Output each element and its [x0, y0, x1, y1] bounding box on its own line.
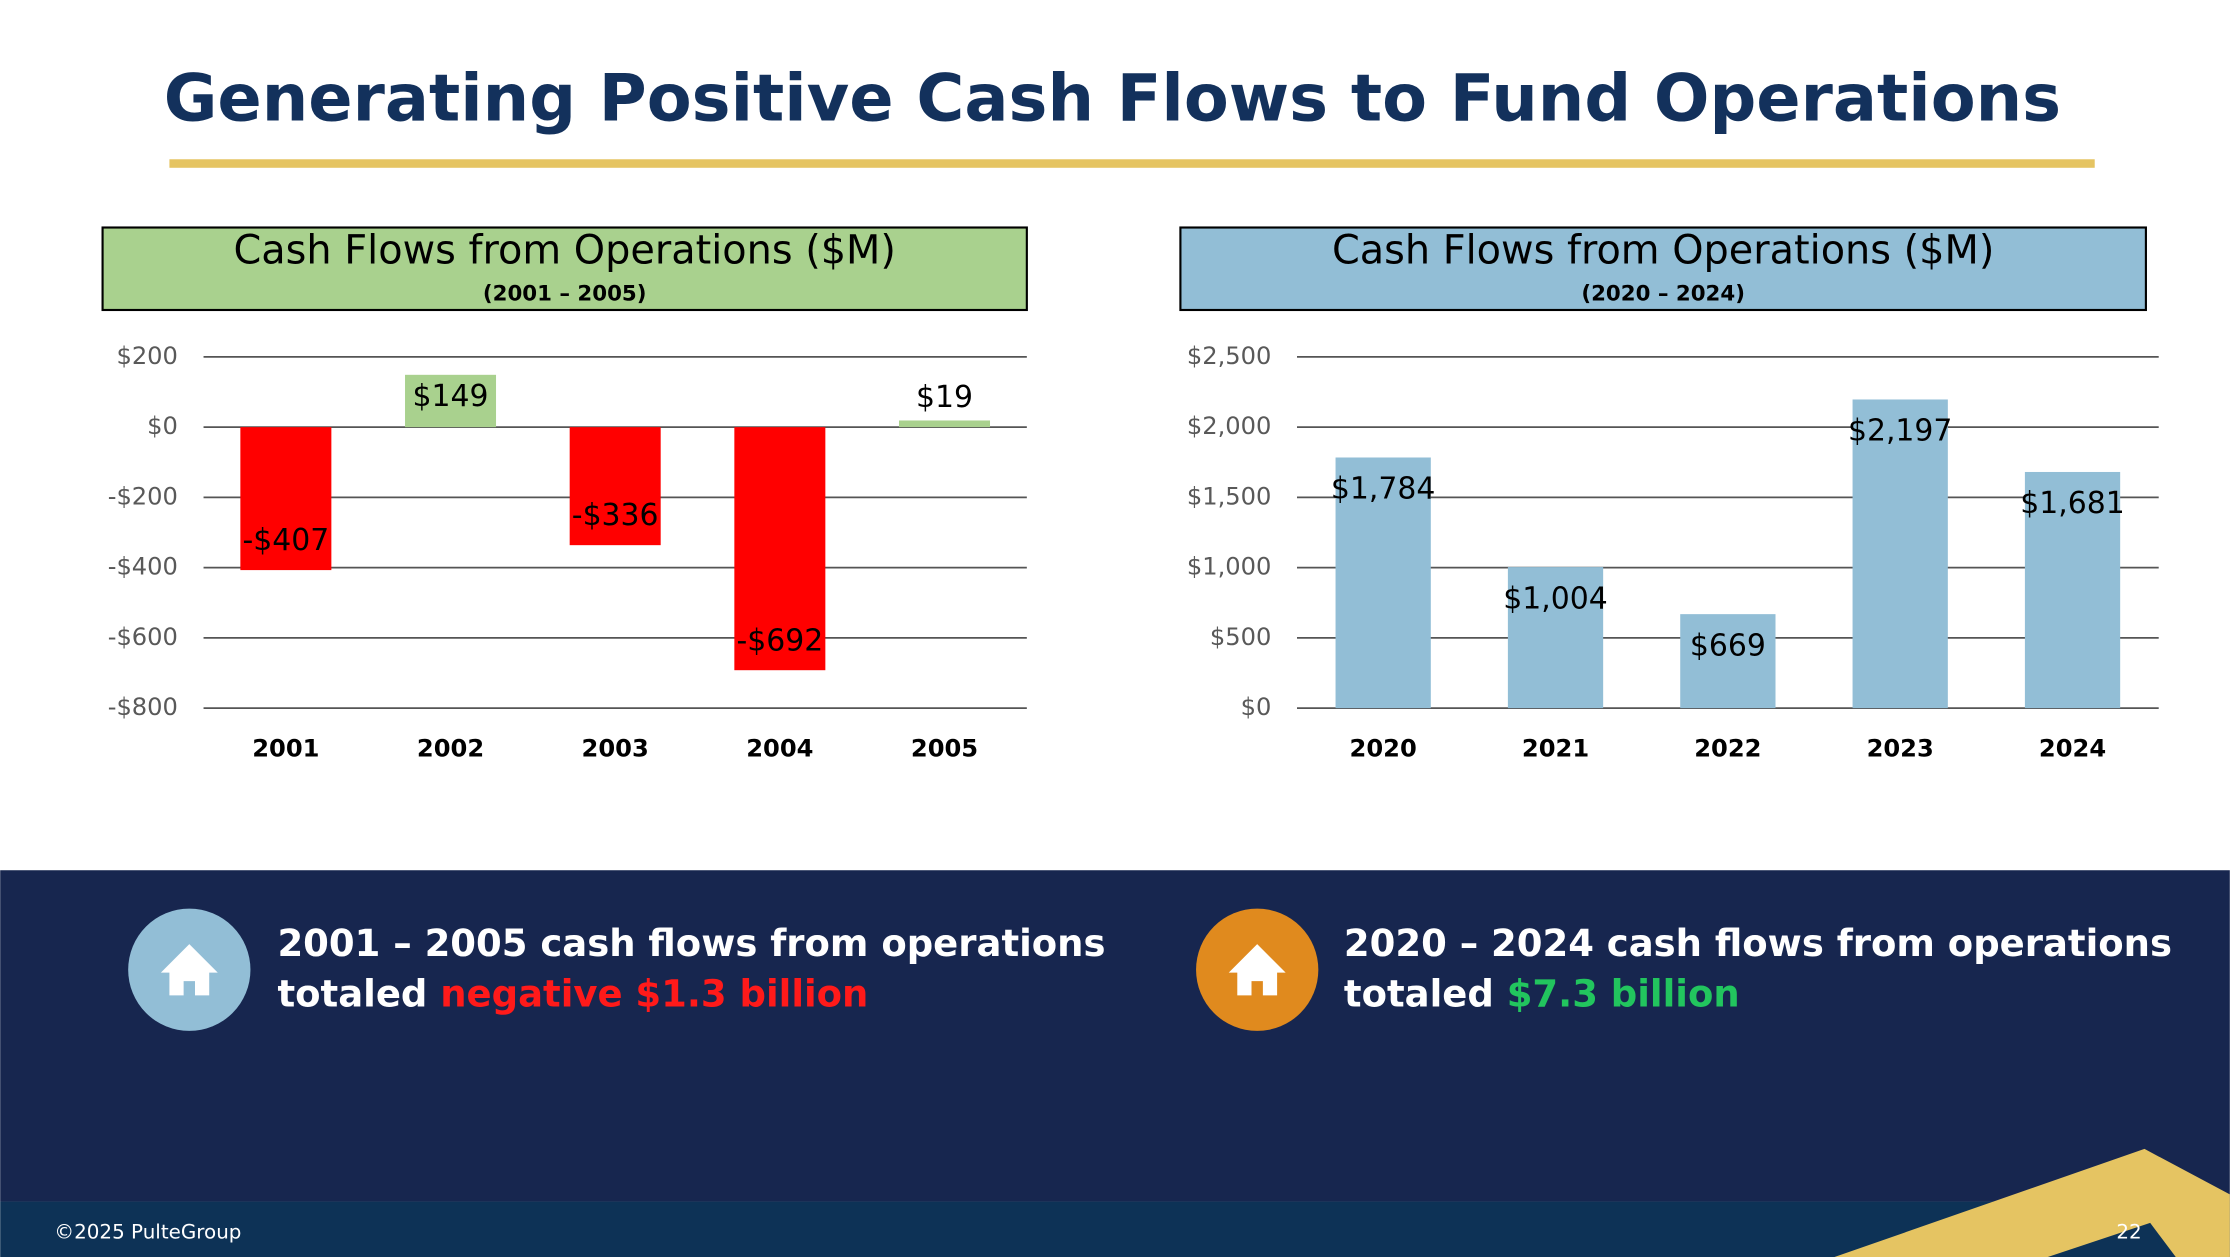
data-label: $149 — [413, 379, 489, 414]
y-tick-label: $500 — [1210, 623, 1271, 651]
chart-subtitle: (2001 – 2005) — [483, 281, 647, 306]
footer-bar — [0, 1201, 2230, 1257]
callout-text: totaled negative $1.3 billion — [277, 972, 868, 1015]
bar — [1507, 567, 1604, 709]
callout-highlight: $7.3 billion — [1507, 972, 1740, 1015]
data-label: -$336 — [572, 498, 659, 533]
y-tick-label: $200 — [116, 342, 177, 370]
y-tick-label: -$800 — [108, 693, 178, 721]
copyright: ©2025 PulteGroup — [54, 1220, 241, 1243]
chart-subtitle: (2020 – 2024) — [1581, 281, 1745, 306]
callout-text: 2020 – 2024 cash flows from operations — [1344, 922, 2172, 965]
x-tick-label: 2001 — [252, 734, 319, 762]
chart-header — [101, 226, 1028, 312]
data-label: $1,784 — [1331, 472, 1435, 507]
callout-text: totaled $7.3 billion — [1344, 972, 1740, 1015]
y-tick-label: $1,500 — [1187, 482, 1272, 510]
x-tick-label: 2023 — [1867, 734, 1934, 762]
bar — [1680, 614, 1776, 709]
y-tick-label: -$400 — [108, 553, 178, 581]
data-label: $1,004 — [1503, 581, 1607, 616]
house-icon — [1228, 944, 1286, 996]
data-label: -$692 — [736, 623, 823, 658]
y-tick-label: $1,000 — [1187, 553, 1272, 581]
bar — [1335, 457, 1431, 709]
chart-title: Cash Flows from Operations ($M) — [233, 228, 895, 274]
callout-text: totaled — [277, 972, 427, 1015]
house-icon — [160, 944, 218, 996]
data-label: $1,681 — [2020, 486, 2124, 521]
callout-text: 2001 – 2005 cash flows from operations — [277, 922, 1105, 965]
y-tick-label: -$200 — [108, 482, 178, 510]
title-rule — [169, 159, 2095, 168]
data-label: -$407 — [242, 523, 329, 558]
slide-title: Generating Positive Cash Flows to Fund O… — [164, 60, 2061, 136]
x-tick-label: 2002 — [417, 734, 484, 762]
data-label: $19 — [916, 380, 973, 415]
x-tick-label: 2024 — [2039, 734, 2106, 762]
x-tick-label: 2003 — [582, 734, 649, 762]
bar — [1852, 399, 1948, 709]
x-tick-label: 2022 — [1694, 734, 1761, 762]
callout-highlight: negative $1.3 billion — [440, 972, 868, 1015]
bar — [734, 427, 826, 671]
bar — [569, 427, 661, 546]
callout-text: totaled — [1344, 972, 1494, 1015]
bar — [899, 420, 991, 428]
data-label: $669 — [1690, 628, 1766, 663]
y-tick-label: -$600 — [108, 623, 178, 651]
bar — [405, 374, 497, 428]
y-tick-label: $2,000 — [1187, 412, 1272, 440]
roof-accent — [1834, 1148, 2230, 1257]
bar — [240, 427, 332, 571]
y-tick-label: $0 — [1241, 693, 1272, 721]
chart-header — [1179, 226, 2147, 312]
callout-band — [0, 870, 2230, 1202]
chart-title: Cash Flows from Operations ($M) — [1332, 228, 1994, 274]
x-tick-label: 2005 — [911, 734, 978, 762]
y-tick-label: $2,500 — [1187, 342, 1272, 370]
x-tick-label: 2020 — [1350, 734, 1417, 762]
x-tick-label: 2004 — [746, 734, 813, 762]
page-number: 22 — [2116, 1220, 2141, 1243]
x-tick-label: 2021 — [1522, 734, 1589, 762]
bar — [2024, 471, 2121, 709]
y-tick-label: $0 — [147, 412, 178, 440]
data-label: $2,197 — [1848, 414, 1952, 449]
